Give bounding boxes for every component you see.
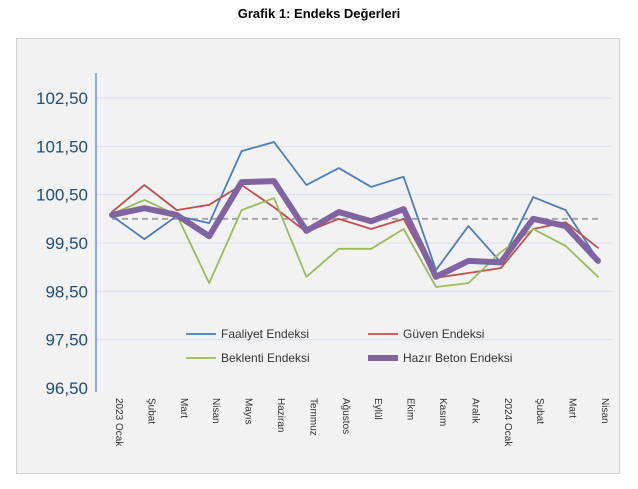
x-tick-label: Nisan xyxy=(599,398,610,424)
x-tick-label: 2024 Ocak xyxy=(502,398,513,447)
x-tick-label: Şubat xyxy=(534,398,545,424)
x-tick-label: Mayıs xyxy=(243,398,254,425)
x-tick-label: Mart xyxy=(178,398,189,418)
x-tick-label: Kasım xyxy=(437,398,448,426)
legend-label: Faaliyet Endeksi xyxy=(221,327,309,341)
chart-area xyxy=(16,38,620,474)
legend-label: Güven Endeksi xyxy=(403,327,484,341)
series-line-faaliyet-endeksi xyxy=(111,141,599,271)
y-tick-label: 100,50 xyxy=(36,186,88,205)
y-tick-label: 99,50 xyxy=(45,234,88,253)
legend-label: Beklenti Endeksi xyxy=(221,351,310,365)
legend-label: Hazır Beton Endeksi xyxy=(403,351,512,365)
y-tick-label: 101,50 xyxy=(36,137,88,156)
x-tick-label: 2023 Ocak xyxy=(113,398,124,447)
series-line-hazır-beton-endeksi xyxy=(109,178,601,280)
y-tick-label: 98,50 xyxy=(45,282,88,301)
y-tick-label: 97,50 xyxy=(45,331,88,350)
x-tick-label: Temmuz xyxy=(307,398,318,436)
x-tick-label: Şubat xyxy=(145,398,156,424)
x-tick-label: Eylül xyxy=(372,398,383,420)
chart-title: Grafik 1: Endeks Değerleri xyxy=(237,6,401,21)
y-tick-label: 102,50 xyxy=(36,89,88,108)
x-tick-label: Nisan xyxy=(210,398,221,424)
series-line-güven-endeksi xyxy=(111,184,599,279)
y-tick-label: 96,50 xyxy=(45,379,88,398)
x-tick-label: Ekim xyxy=(405,398,416,420)
x-tick-label: Haziran xyxy=(275,398,286,432)
x-tick-label: Aralık xyxy=(469,398,480,425)
x-tick-label: Ağustos xyxy=(340,398,351,434)
x-tick-label: Mart xyxy=(567,398,578,418)
